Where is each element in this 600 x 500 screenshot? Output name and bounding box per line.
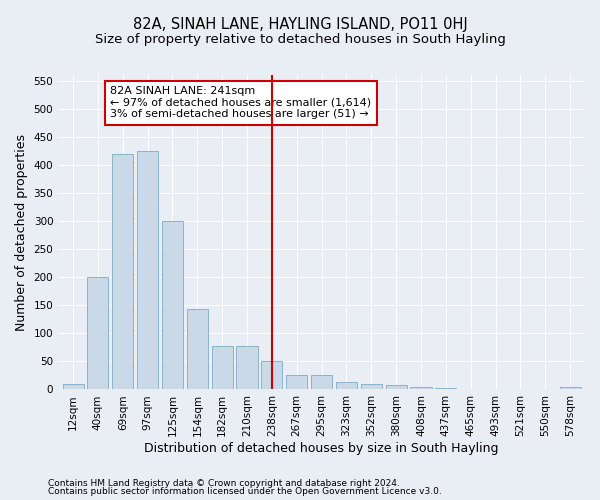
Bar [212, 346, 233, 390]
Bar [262, 362, 283, 390]
Bar [162, 221, 183, 390]
Bar [560, 386, 581, 390]
Text: 82A SINAH LANE: 241sqm
← 97% of detached houses are smaller (1,614)
3% of semi-d: 82A SINAH LANE: 241sqm ← 97% of detached… [110, 86, 371, 120]
Bar [286, 376, 307, 390]
Bar [62, 384, 83, 390]
Bar [361, 384, 382, 390]
Bar [336, 382, 357, 390]
Bar [236, 346, 257, 390]
Bar [311, 376, 332, 390]
Bar [410, 386, 431, 390]
Text: Size of property relative to detached houses in South Hayling: Size of property relative to detached ho… [95, 32, 505, 46]
Bar [187, 309, 208, 390]
Bar [435, 388, 457, 390]
X-axis label: Distribution of detached houses by size in South Hayling: Distribution of detached houses by size … [145, 442, 499, 455]
Bar [88, 277, 109, 390]
Y-axis label: Number of detached properties: Number of detached properties [15, 134, 28, 330]
Bar [386, 385, 407, 390]
Bar [112, 154, 133, 390]
Text: Contains HM Land Registry data © Crown copyright and database right 2024.: Contains HM Land Registry data © Crown c… [48, 478, 400, 488]
Text: 82A, SINAH LANE, HAYLING ISLAND, PO11 0HJ: 82A, SINAH LANE, HAYLING ISLAND, PO11 0H… [133, 18, 467, 32]
Bar [137, 151, 158, 390]
Text: Contains public sector information licensed under the Open Government Licence v3: Contains public sector information licen… [48, 487, 442, 496]
